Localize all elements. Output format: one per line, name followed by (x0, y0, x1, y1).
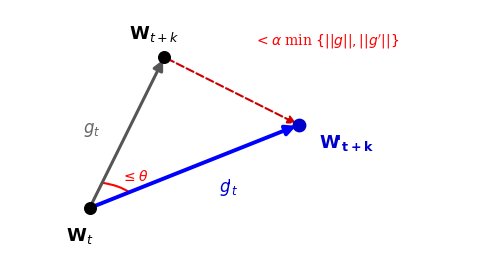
Text: $\mathbf{W}_t$: $\mathbf{W}_t$ (66, 226, 93, 246)
Point (295, 123, 303, 127)
Text: $\leq\theta$: $\leq\theta$ (121, 169, 148, 184)
Text: $\mathbf{W\!'_{t+k}}$: $\mathbf{W\!'_{t+k}}$ (319, 133, 374, 153)
Text: $\mathbf{W}_{t+k}$: $\mathbf{W}_{t+k}$ (129, 24, 179, 44)
Text: $g_t$: $g_t$ (83, 121, 101, 139)
Point (160, 55, 168, 59)
Text: $< \alpha$ min $\{||g||, ||g'||\}$: $< \alpha$ min $\{||g||, ||g'||\}$ (254, 32, 399, 51)
Text: $g\!'_t$: $g\!'_t$ (219, 177, 239, 198)
Point (86, 206, 94, 210)
